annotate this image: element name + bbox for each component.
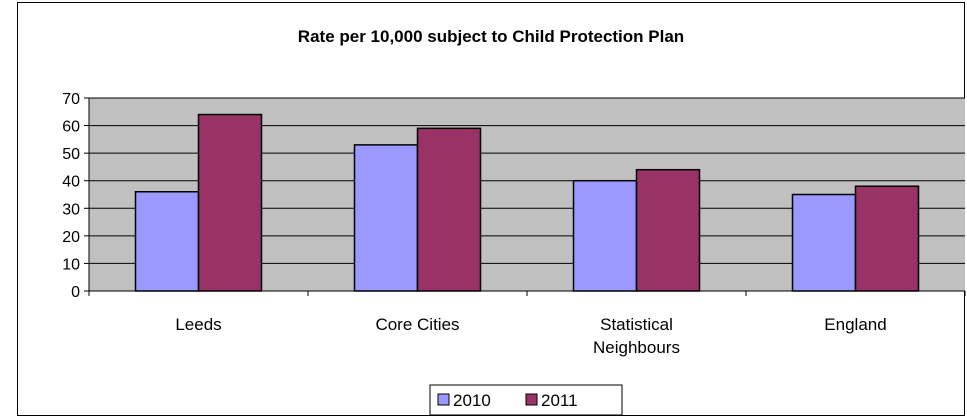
bar-2010-core-cities <box>353 144 419 292</box>
plot-area: 0 10 20 30 40 50 60 70 Leeds Core Cities Statistic… <box>62 91 966 357</box>
x-category-label: Leeds <box>175 315 221 334</box>
legend-swatch-2010 <box>437 393 450 406</box>
y-tick-label: 20 <box>62 229 80 246</box>
x-category-label: England <box>824 315 886 334</box>
x-category-label: Statistical Neighbours <box>593 315 680 357</box>
y-tick-label: 40 <box>62 174 80 191</box>
y-tick-label: 70 <box>62 91 80 108</box>
bar-2011-england <box>854 185 920 292</box>
y-tick-label: 0 <box>71 284 80 301</box>
legend-label-2010: 2010 <box>453 391 491 410</box>
bar-2010-england <box>791 193 857 292</box>
bar-2011-leeds <box>197 113 263 292</box>
legend-swatch-2011 <box>525 393 538 406</box>
bar-2011-statistical-neighbours <box>635 168 701 292</box>
y-tick-label: 50 <box>62 146 80 163</box>
y-tick-label: 60 <box>62 119 80 136</box>
legend: 2010 2011 <box>429 384 623 416</box>
y-tick-label: 10 <box>62 256 80 273</box>
bar-2011-core-cities <box>416 127 482 292</box>
x-category-label: Core Cities <box>375 315 459 334</box>
legend-label-2011: 2011 <box>541 391 578 410</box>
y-tick-label: 30 <box>62 201 80 218</box>
bar-2010-statistical-neighbours <box>572 179 638 292</box>
bar-2010-leeds <box>134 190 200 292</box>
chart-title: Rate per 10,000 subject to Child Protect… <box>298 27 684 46</box>
